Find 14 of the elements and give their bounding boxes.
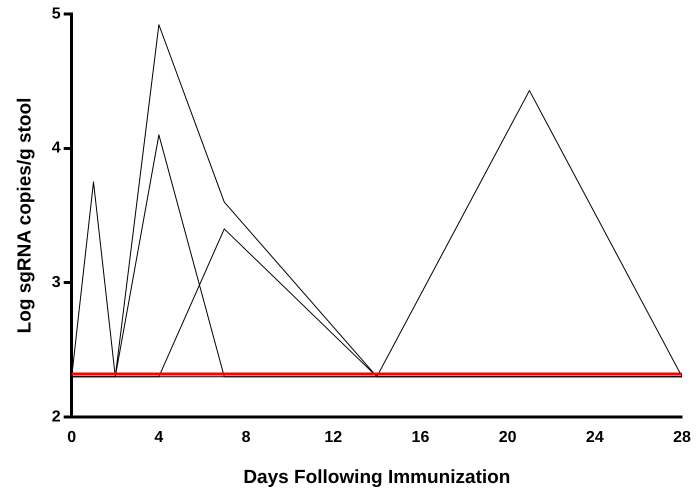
x-tick-label: 20	[498, 429, 517, 446]
y-axis-title: Log sgRNA copies/g stool	[14, 98, 36, 334]
x-tick-label: 8	[242, 429, 251, 446]
y-tick-label: 4	[52, 140, 61, 157]
x-tick-label: 24	[586, 429, 604, 446]
y-tick-label: 5	[52, 5, 61, 22]
x-tick-label: 16	[412, 429, 430, 446]
x-tick-label: 12	[324, 429, 342, 446]
x-axis-title: Days Following Immunization	[243, 466, 510, 488]
y-tick-label: 3	[52, 274, 61, 292]
x-tick-label: 0	[67, 429, 76, 446]
x-tick-label: 28	[673, 429, 691, 446]
x-tick-label: 4	[154, 429, 164, 446]
y-tick-label: 2	[52, 408, 61, 426]
